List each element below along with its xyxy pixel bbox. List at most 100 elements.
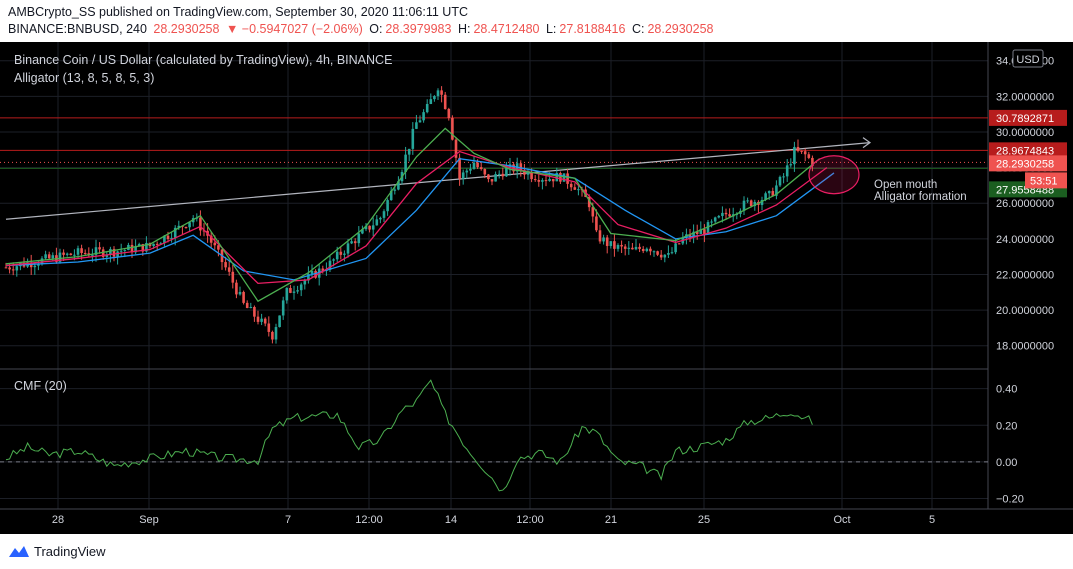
close-value: 28.2930258 [647, 22, 714, 36]
cmf-line [0, 379, 988, 492]
candle-body [598, 230, 602, 242]
candle-body [753, 201, 757, 207]
candle-body [796, 146, 800, 151]
candle-body [451, 117, 454, 140]
candle-body [112, 248, 116, 257]
candle-body [73, 254, 76, 256]
candle-body [368, 225, 371, 230]
candle-body [361, 229, 364, 234]
candle-body [605, 237, 609, 246]
horizontal-levels[interactable] [0, 117, 988, 169]
candle-body [235, 282, 238, 295]
candle-body [566, 173, 569, 184]
currency-button[interactable] [1012, 49, 1044, 68]
candle-body [782, 176, 785, 178]
candle-body [37, 264, 40, 266]
candle-body [793, 146, 796, 165]
price-change: ▼ −0.5947027 (−2.06%) [225, 22, 363, 36]
candle-body [674, 243, 677, 253]
candle-body [544, 180, 548, 182]
candle-body [119, 250, 123, 252]
candle-body [710, 221, 713, 223]
candle-body [76, 248, 80, 255]
candle-body [350, 241, 353, 244]
tradingview-logo-icon [9, 546, 29, 557]
candle-body [641, 248, 645, 252]
candle-body [47, 254, 51, 259]
candle-body [433, 96, 436, 100]
candle-body [292, 291, 296, 293]
mouth-ellipse[interactable] [808, 155, 860, 195]
candle-body [555, 172, 559, 182]
candle-body [443, 94, 447, 110]
candle-body [803, 151, 807, 155]
time-tick-label: Oct [833, 514, 850, 526]
candle-body [289, 288, 292, 293]
candle-body [123, 250, 127, 252]
candle-body [749, 200, 753, 207]
candle-body [411, 128, 415, 149]
candle-body [807, 154, 811, 158]
price-tag-label: 28.9674843 [996, 145, 1054, 157]
candle-body [407, 148, 411, 155]
chart-svg[interactable]: 18.0000000 20.0000000 22.0000000 24.0000000… [0, 42, 1073, 534]
grid [0, 42, 988, 509]
candle-body [663, 254, 667, 258]
candle-body [224, 262, 227, 268]
candle-body [631, 247, 634, 250]
trend-line[interactable] [5, 137, 872, 220]
candle-body [656, 251, 659, 255]
chart-background [0, 42, 1073, 534]
annotation-line2: Alligator formation [874, 191, 967, 203]
high-label: H: [457, 22, 471, 36]
alligator-legend: Alligator (13, 8, 5, 8, 5, 3) [14, 71, 154, 85]
candle-body [638, 246, 641, 249]
candle-body [109, 248, 112, 255]
price-tick-label: 18.0000000 [996, 341, 1054, 353]
candle-body [587, 196, 591, 208]
candle-body [101, 249, 105, 257]
candle-body [627, 247, 631, 249]
candle-body [551, 178, 555, 182]
candle-body [209, 235, 213, 243]
candle-body [339, 251, 343, 255]
time-tick-label: 25 [698, 514, 710, 526]
time-tick-label: 12:00 [516, 514, 544, 526]
cmf-tick-label: −0.20 [996, 494, 1024, 506]
candle-body [461, 172, 465, 179]
candle-body [469, 168, 472, 171]
price-tag-label: 30.7892871 [996, 113, 1054, 125]
candle-body [487, 174, 490, 180]
candle-body [137, 244, 141, 247]
last-price: 28.2930258 [153, 22, 220, 36]
chart-canvas[interactable]: 18.0000000 20.0000000 22.0000000 24.0000000… [0, 42, 1073, 534]
candle-body [728, 214, 731, 217]
candle-body [476, 162, 479, 168]
price-tick-label: 22.0000000 [996, 269, 1054, 281]
candle-body [703, 229, 706, 235]
candle-body [91, 254, 94, 256]
footer-brand[interactable]: TradingView [34, 543, 106, 559]
candle-body [238, 291, 242, 295]
candle-body [800, 150, 803, 152]
candle-body [497, 173, 501, 175]
candle-body [379, 217, 382, 220]
candle-body [281, 300, 285, 316]
candle-body [562, 173, 566, 182]
candle-body [479, 167, 483, 170]
candle-body [346, 243, 350, 254]
candle-body [609, 241, 613, 246]
price-tick-label: 32.0000000 [996, 91, 1054, 103]
candle-body [256, 316, 260, 322]
candle-body [328, 260, 332, 270]
time-tick-label: 12:00 [355, 514, 383, 526]
candle-body [213, 242, 217, 246]
candle-body [94, 247, 98, 255]
candle-body [447, 109, 451, 118]
candle-body [184, 226, 188, 228]
candle-body [188, 222, 191, 228]
close-label: C: [631, 22, 645, 36]
candle-body [296, 290, 299, 292]
candle-body [62, 252, 65, 255]
candle-body [105, 254, 109, 257]
